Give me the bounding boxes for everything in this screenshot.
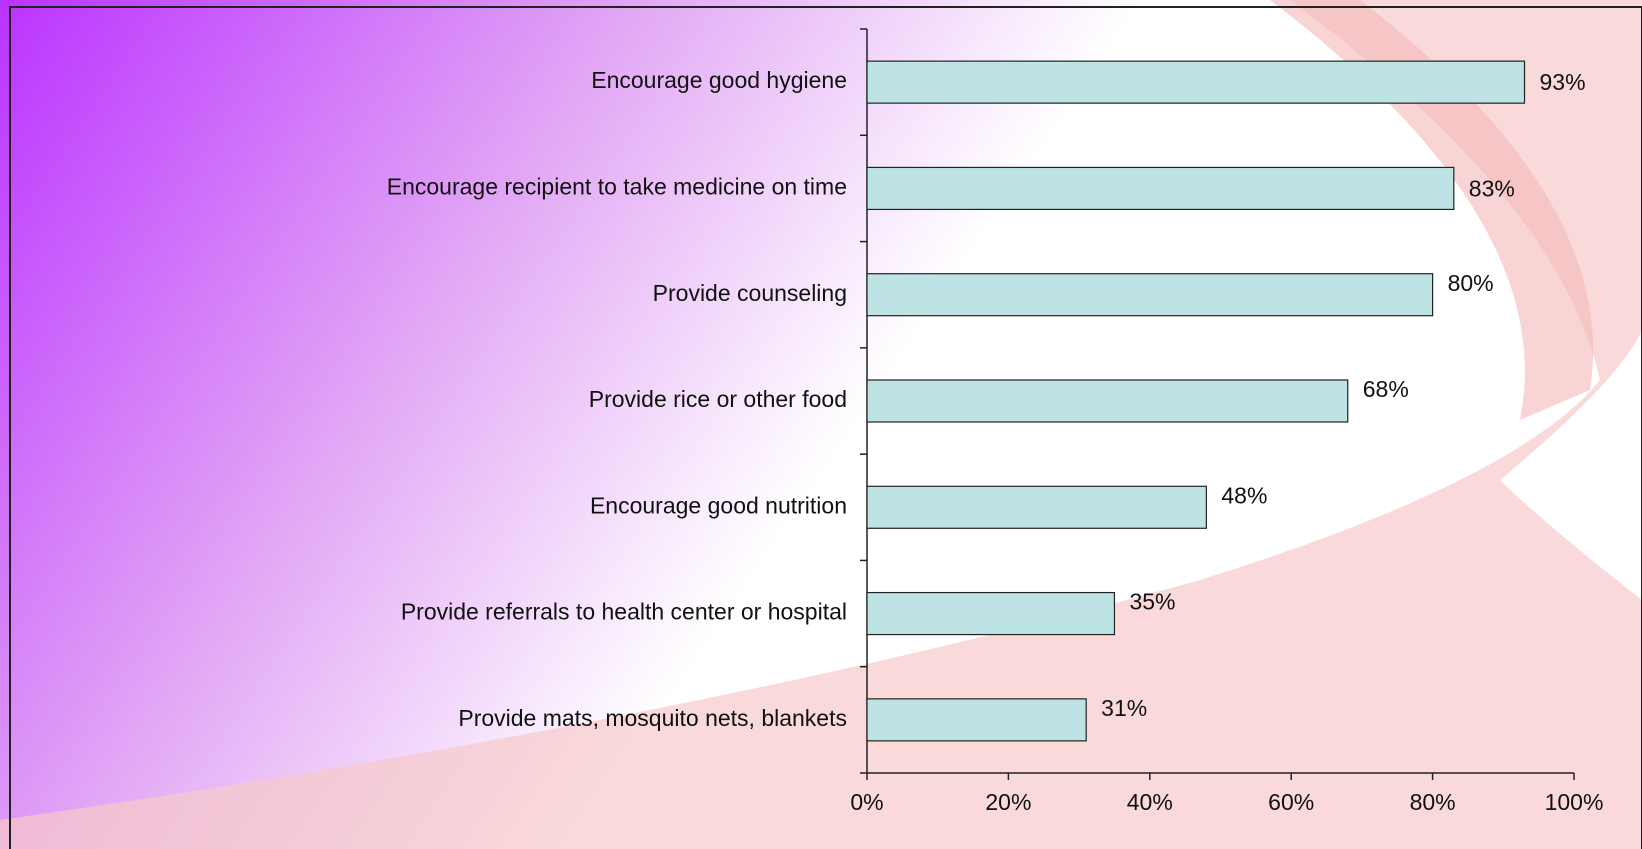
y-tick-label: Encourage good hygiene bbox=[591, 67, 847, 93]
y-tick-label: Provide mats, mosquito nets, blankets bbox=[458, 705, 847, 731]
x-tick-label: 20% bbox=[985, 789, 1031, 815]
y-tick-label: Provide rice or other food bbox=[589, 386, 847, 412]
y-tick-label: Provide counseling bbox=[653, 280, 847, 306]
value-label: 35% bbox=[1129, 589, 1175, 615]
value-label: 93% bbox=[1540, 69, 1586, 95]
x-tick-label: 80% bbox=[1410, 789, 1456, 815]
y-tick-label: Encourage good nutrition bbox=[590, 492, 847, 518]
value-label: 68% bbox=[1363, 376, 1409, 402]
x-tick-label: 60% bbox=[1268, 789, 1314, 815]
bar bbox=[866, 485, 1207, 529]
x-tick-label: 0% bbox=[850, 789, 883, 815]
y-tick-label: Provide referrals to health center or ho… bbox=[401, 599, 847, 625]
bar bbox=[866, 60, 1526, 104]
bar bbox=[866, 166, 1455, 211]
y-tick-label: Encourage recipient to take medicine on … bbox=[387, 174, 847, 200]
bar bbox=[866, 698, 1087, 742]
value-label: 31% bbox=[1101, 695, 1147, 721]
bar bbox=[866, 379, 1349, 423]
bar bbox=[866, 273, 1434, 317]
x-tick-label: 100% bbox=[1545, 789, 1604, 815]
value-label: 83% bbox=[1469, 176, 1515, 202]
value-label: 80% bbox=[1448, 270, 1494, 296]
x-tick-label: 40% bbox=[1127, 789, 1173, 815]
value-label: 48% bbox=[1221, 482, 1267, 508]
bar bbox=[866, 591, 1116, 636]
frame bbox=[9, 6, 1642, 849]
